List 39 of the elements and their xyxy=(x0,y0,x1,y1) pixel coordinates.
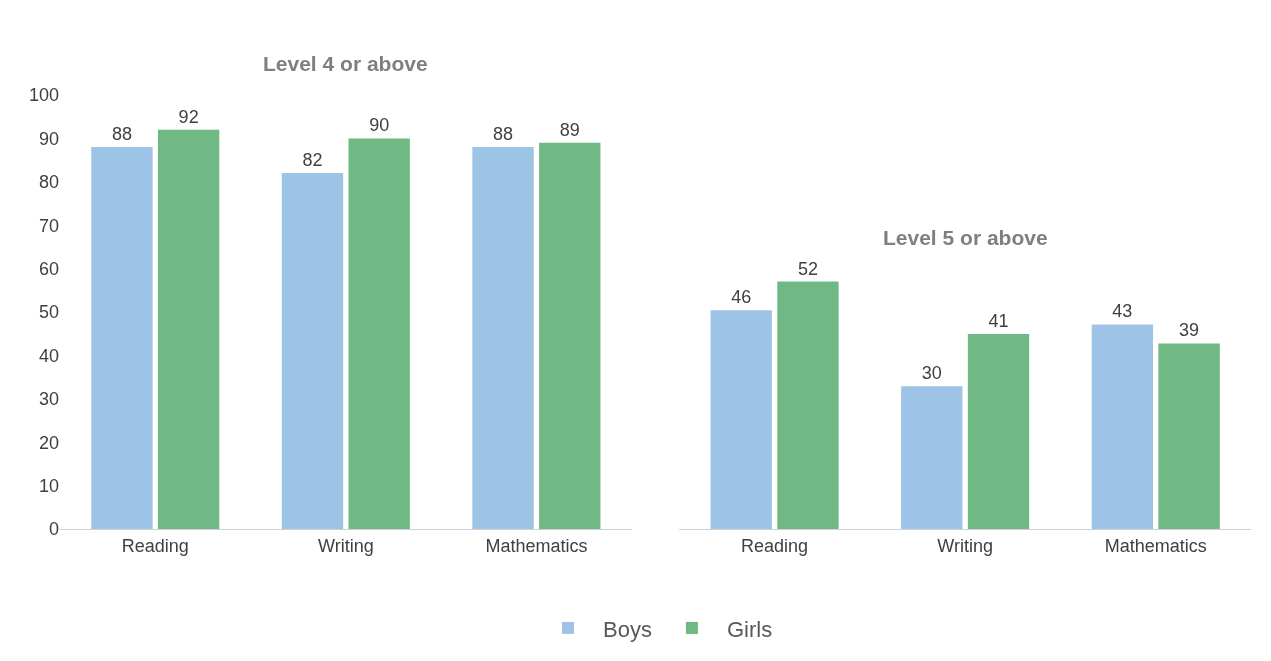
data-label: 41 xyxy=(988,310,1009,331)
chart-title: Level 5 or above xyxy=(883,226,1048,249)
data-label: 30 xyxy=(921,363,942,384)
data-label: 52 xyxy=(797,258,818,279)
y-tick-label: 60 xyxy=(38,258,59,279)
x-tick-label: Mathematics xyxy=(485,535,588,556)
y-tick-label: 30 xyxy=(38,389,59,410)
data-label: 46 xyxy=(731,287,752,308)
data-label: 89 xyxy=(559,119,580,140)
data-label: 90 xyxy=(369,115,390,136)
y-tick-label: 100 xyxy=(28,85,59,106)
y-tick-label: 20 xyxy=(38,432,59,453)
y-tick-label: 40 xyxy=(38,345,59,366)
bar xyxy=(901,386,963,529)
y-tick-label: 0 xyxy=(48,519,59,540)
x-tick-label: Writing xyxy=(318,535,374,556)
bar xyxy=(967,333,1030,529)
bar xyxy=(710,310,772,529)
x-tick-label: Mathematics xyxy=(1104,535,1207,556)
bar xyxy=(1158,343,1220,529)
data-label: 39 xyxy=(1179,320,1200,341)
legend-label: Boys xyxy=(603,616,652,642)
y-tick-label: 50 xyxy=(38,302,59,323)
y-tick-label: 90 xyxy=(38,128,59,149)
legend-label: Girls xyxy=(726,616,773,642)
data-label: 92 xyxy=(178,106,199,127)
data-label: 88 xyxy=(111,124,132,145)
data-label: 88 xyxy=(493,124,514,145)
data-label: 82 xyxy=(302,150,323,171)
x-tick-label: Reading xyxy=(121,535,189,556)
y-tick-label: 80 xyxy=(38,172,59,193)
data-label: 43 xyxy=(1112,301,1133,322)
x-tick-label: Writing xyxy=(937,535,993,556)
y-tick-label: 10 xyxy=(38,475,59,496)
bar xyxy=(1091,324,1154,529)
chart-title: Level 4 or above xyxy=(263,52,428,75)
x-tick-label: Reading xyxy=(741,535,809,556)
bar xyxy=(777,281,839,529)
y-tick-label: 70 xyxy=(38,215,59,236)
